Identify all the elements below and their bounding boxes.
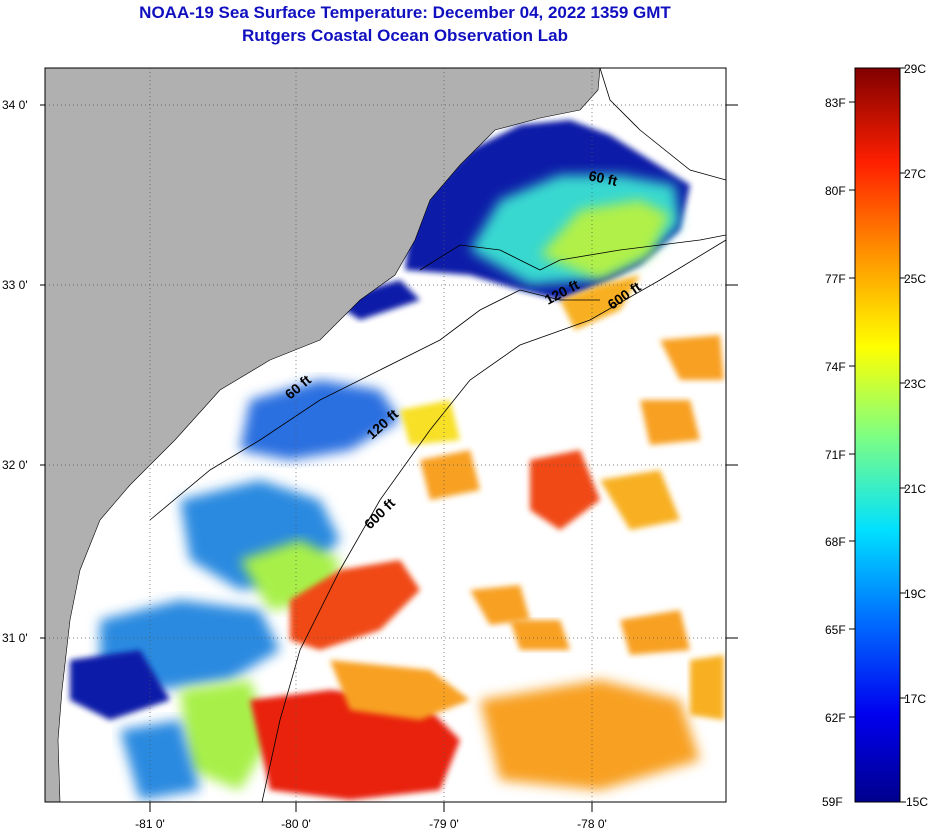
cb-celsius-25: 25C bbox=[904, 272, 926, 286]
lon-label-80: -80 0' bbox=[281, 817, 311, 831]
temperature-colorbar: 29C 27C 25C 23C 21C 19C 17C 15C 83F 80F … bbox=[822, 62, 928, 809]
cb-fahrenheit-59: 59F bbox=[822, 795, 843, 809]
cb-fahrenheit-83: 83F bbox=[825, 96, 846, 110]
cb-fahrenheit-71: 71F bbox=[825, 448, 846, 462]
lat-label-33: 33 0' bbox=[2, 278, 28, 292]
map-subtitle: Rutgers Coastal Ocean Observation Lab bbox=[242, 26, 568, 45]
cb-celsius-23: 23C bbox=[904, 377, 926, 391]
map-frame bbox=[44, 67, 727, 803]
cb-celsius-27: 27C bbox=[904, 167, 926, 181]
lat-label-34: 34 0' bbox=[2, 98, 28, 112]
lat-label-31: 31 0' bbox=[2, 631, 28, 645]
cb-fahrenheit-77: 77F bbox=[825, 272, 846, 286]
land-mass bbox=[45, 68, 601, 802]
cb-celsius-15: 15C bbox=[906, 795, 928, 809]
cb-fahrenheit-80: 80F bbox=[825, 184, 846, 198]
lon-label-79: -79 0' bbox=[429, 817, 459, 831]
graticule bbox=[45, 68, 726, 802]
cb-fahrenheit-74: 74F bbox=[825, 360, 846, 374]
sst-field bbox=[70, 85, 724, 800]
cb-celsius-19: 19C bbox=[904, 587, 926, 601]
cb-celsius-29: 29C bbox=[904, 62, 926, 76]
cb-fahrenheit-68: 68F bbox=[825, 535, 846, 549]
lon-label-81: -81 0' bbox=[135, 817, 165, 831]
lat-label-32: 32 0' bbox=[2, 458, 28, 472]
contour-label-60ft-north: 60 ft bbox=[587, 167, 619, 189]
cb-celsius-17: 17C bbox=[904, 692, 926, 706]
cb-fahrenheit-62: 62F bbox=[825, 711, 846, 725]
lon-label-78: -78 0' bbox=[577, 817, 607, 831]
cb-celsius-21: 21C bbox=[904, 482, 926, 496]
cb-fahrenheit-65: 65F bbox=[825, 623, 846, 637]
map-title: NOAA-19 Sea Surface Temperature: Decembe… bbox=[139, 3, 671, 22]
